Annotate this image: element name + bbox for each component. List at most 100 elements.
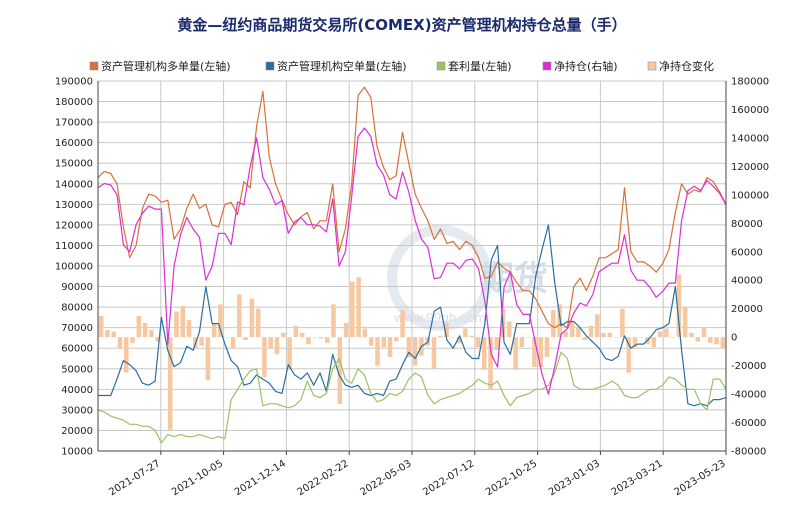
net-change-bar — [532, 337, 537, 368]
net-change-bar — [406, 337, 412, 358]
left-tick-label: 80000 — [61, 303, 93, 314]
net-change-bar — [450, 337, 456, 338]
left-tick-label: 60000 — [61, 344, 93, 355]
left-tick-label: 150000 — [55, 159, 93, 170]
long-line — [97, 86, 727, 329]
net-change-bar — [519, 337, 525, 348]
short-line — [98, 224, 727, 407]
net-change-bar — [230, 337, 236, 349]
net-change-bar — [356, 277, 361, 338]
left-tick-label: 90000 — [61, 282, 93, 293]
series-lines — [97, 86, 727, 444]
net-change-bar — [130, 337, 135, 343]
net-change-bar — [167, 337, 173, 430]
right-tick-label: 60000 — [731, 247, 763, 258]
net-change-bar — [136, 315, 142, 338]
left-tick-label: 10000 — [61, 447, 93, 458]
net-change-bar — [670, 337, 675, 338]
net-change-bar — [525, 337, 531, 338]
net-change-bar — [199, 337, 204, 346]
net-change-bar — [601, 332, 606, 338]
left-tick-label: 100000 — [55, 262, 93, 273]
left-tick-label: 30000 — [61, 405, 93, 416]
left-tick-label: 110000 — [55, 241, 93, 252]
net-change-bar — [280, 332, 286, 338]
net-change-bar — [111, 331, 116, 338]
net-change-bar — [714, 337, 719, 345]
left-tick-label: 190000 — [55, 77, 93, 88]
net-change-bar — [387, 337, 393, 358]
net-change-bar — [664, 328, 669, 338]
net-change-bar — [375, 337, 380, 366]
net-change-bar — [255, 308, 261, 338]
right-tick-label: 80000 — [731, 219, 763, 230]
net-change-bar — [475, 337, 481, 348]
net-position-line — [97, 127, 727, 395]
net-change-bar — [174, 311, 179, 338]
legend-label: 净持仓(右轴) — [554, 59, 618, 73]
legend-swatch — [436, 61, 446, 71]
net-change-bar — [205, 337, 211, 380]
spread-line — [97, 351, 727, 444]
left-tick-label: 140000 — [55, 179, 93, 190]
net-change-bar — [249, 298, 255, 338]
net-change-bar — [299, 332, 305, 338]
net-change-bar — [620, 308, 625, 338]
left-axis-ticks: 10000 20000 30000 40000 50000 60000 70000 80000… — [55, 77, 93, 458]
net-change-bar — [569, 321, 575, 338]
right-axis-ticks: -80000 -60000 -40000 -20000 0 20000 40000 60000… — [731, 77, 769, 458]
net-change-bar — [331, 304, 336, 338]
net-change-bar — [594, 314, 600, 338]
right-tick-label: 100000 — [731, 190, 769, 201]
legend-label: 资产管理机构空单量(左轴) — [277, 59, 407, 73]
net-change-bar — [262, 337, 267, 377]
net-change-bar — [243, 337, 248, 340]
net-change-bar — [350, 281, 355, 338]
net-change-bar — [287, 337, 292, 370]
net-change-bar — [695, 337, 701, 342]
net-change-bar — [551, 310, 556, 338]
net-change-bar — [142, 322, 148, 338]
net-change-bar — [708, 337, 713, 343]
net-change-bar — [343, 322, 349, 338]
net-change-bar — [651, 337, 657, 348]
net-change-bar — [720, 337, 726, 349]
net-change-bar — [437, 335, 443, 338]
net-change-bar — [676, 274, 682, 338]
left-tick-label: 70000 — [61, 323, 93, 334]
net-change-bar — [149, 330, 154, 338]
net-change-bar — [324, 337, 330, 343]
left-tick-label: 120000 — [55, 220, 93, 231]
net-change-bar — [161, 337, 167, 338]
net-change-bar — [362, 328, 368, 338]
left-tick-label: 40000 — [61, 385, 93, 396]
net-change-bar — [481, 337, 487, 370]
net-change-bar — [211, 322, 217, 338]
net-change-bar — [494, 337, 500, 350]
net-change-bar — [576, 327, 581, 338]
net-change-bar — [224, 337, 230, 338]
net-change-bar — [613, 337, 619, 338]
net-change-bar — [544, 337, 550, 358]
net-change-bar — [582, 337, 587, 340]
net-change-bar — [381, 337, 387, 348]
left-tick-label: 130000 — [55, 200, 93, 211]
right-tick-label: 140000 — [731, 133, 769, 144]
right-tick-label: -60000 — [731, 418, 766, 429]
left-tick-label: 50000 — [61, 364, 93, 375]
net-change-bar — [469, 335, 474, 338]
net-change-bar — [632, 337, 638, 348]
legend-swatch — [647, 61, 657, 71]
net-change-bar — [274, 337, 280, 355]
net-change-bar — [657, 331, 663, 338]
net-change-bar — [431, 337, 437, 369]
right-tick-label: -40000 — [731, 390, 766, 401]
right-tick-label: -20000 — [731, 361, 766, 372]
watermark-url: www.99qh.com — [394, 311, 486, 325]
net-change-bar — [337, 337, 343, 405]
net-change-bar — [588, 325, 594, 338]
net-change-bar — [318, 337, 324, 339]
right-tick-label: 120000 — [731, 162, 769, 173]
